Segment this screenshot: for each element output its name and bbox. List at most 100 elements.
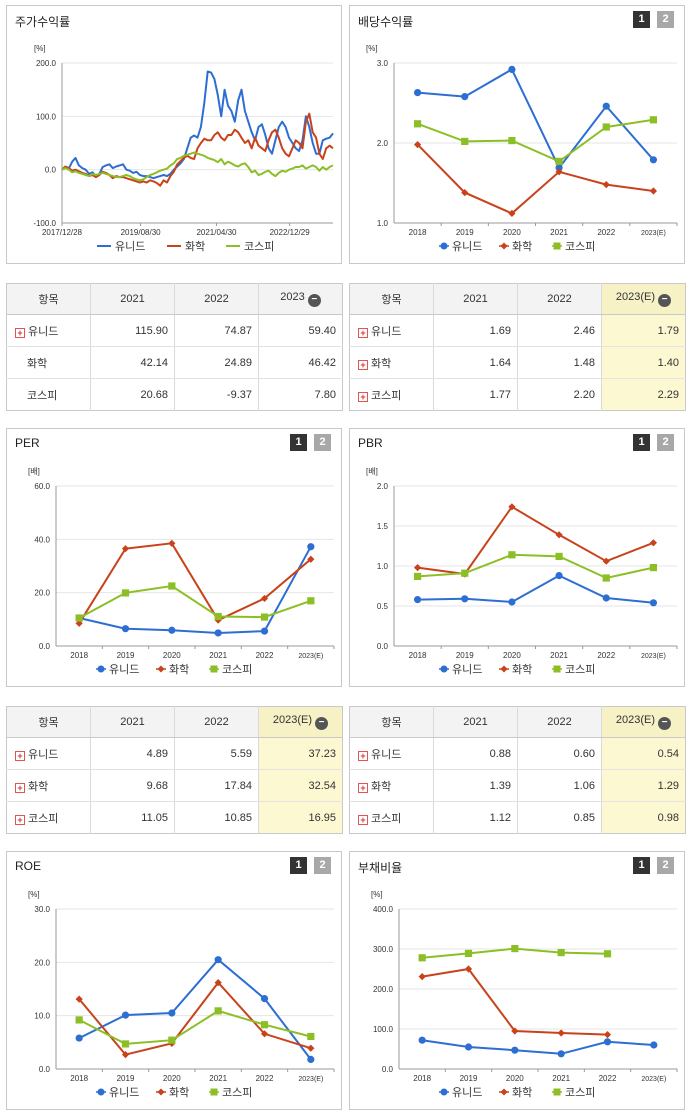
row-name-cell[interactable]: + 화학 xyxy=(6,769,91,802)
data-point xyxy=(214,612,222,621)
expand-icon[interactable]: + xyxy=(15,782,25,793)
table-row: + 유니드 4.89 5.59 37.23 xyxy=(6,737,343,770)
data-point xyxy=(602,574,610,582)
page-2-button[interactable]: 2 xyxy=(314,857,331,874)
y-tick-label: 0.5 xyxy=(377,602,389,611)
data-point xyxy=(511,945,519,953)
table-cell: 0.88 xyxy=(433,737,518,770)
legend-label: 유니드 xyxy=(452,240,482,253)
data-point xyxy=(603,950,612,958)
legend-marker xyxy=(500,1088,508,1096)
per-table: 항목 2021 2022 2023(E) − + 유니드 4.89 5.59 37.23 + 화학 9.… xyxy=(6,706,343,834)
expand-icon[interactable]: + xyxy=(358,359,368,370)
table-header-label: 2023(E) xyxy=(615,714,656,726)
data-point xyxy=(418,1036,426,1044)
row-name-cell[interactable]: + 유니드 xyxy=(6,737,91,770)
y-tick-label: 100.0 xyxy=(373,1025,394,1034)
table-cell: 17.84 xyxy=(174,769,259,802)
x-tick-label: 2022/12/29 xyxy=(270,228,311,237)
y-tick-label: 1.5 xyxy=(377,522,389,531)
table-cell: -9.37 xyxy=(174,378,259,411)
page-2-button[interactable]: 2 xyxy=(657,434,674,451)
x-tick-label: 2019 xyxy=(460,1074,478,1083)
table-cell: 115.90 xyxy=(90,314,175,347)
data-point xyxy=(461,93,469,101)
expand-icon[interactable]: + xyxy=(15,814,25,825)
data-point xyxy=(555,157,563,165)
table-header: 2022 xyxy=(174,283,259,315)
table-header: 항목 xyxy=(6,283,91,315)
legend-label: 유니드 xyxy=(109,663,139,676)
row-name-cell[interactable]: + 유니드 xyxy=(6,314,91,347)
table-header-label: 항목 xyxy=(38,294,59,306)
expand-icon[interactable]: + xyxy=(358,814,368,825)
y-tick-label: 30.0 xyxy=(34,905,50,914)
table-row: + 유니드 115.90 74.87 59.40 xyxy=(6,314,343,347)
x-tick-label: 2019 xyxy=(117,1074,135,1083)
series-line-1 xyxy=(61,112,334,187)
expand-icon[interactable]: + xyxy=(358,327,368,338)
table-cell: 24.89 xyxy=(174,346,259,379)
expand-icon[interactable]: + xyxy=(358,750,368,761)
row-name-cell[interactable]: + 코스피 xyxy=(349,378,434,411)
series-line-0 xyxy=(422,1039,654,1055)
page-2-button[interactable]: 2 xyxy=(314,434,331,451)
y-tick-label: 0.0 xyxy=(45,166,57,175)
expand-icon[interactable]: + xyxy=(358,391,368,402)
legend-marker xyxy=(553,242,561,250)
data-point xyxy=(260,594,269,603)
page-1-button[interactable]: 1 xyxy=(633,11,650,28)
data-point xyxy=(121,1051,130,1059)
y-tick-label: 300.0 xyxy=(373,945,394,954)
series-line-1 xyxy=(417,505,654,576)
collapse-icon[interactable]: − xyxy=(307,294,321,307)
expand-icon[interactable]: + xyxy=(358,782,368,793)
collapse-icon[interactable]: − xyxy=(315,717,329,730)
page-1-button[interactable]: 1 xyxy=(633,857,650,874)
legend-label: 유니드 xyxy=(452,1086,482,1099)
table-cell: 2.20 xyxy=(517,378,602,411)
row-name-cell[interactable]: + 유니드 xyxy=(349,314,434,347)
x-tick-label: 2021 xyxy=(552,1074,570,1083)
row-name-cell[interactable]: + 유니드 xyxy=(349,737,434,770)
data-point xyxy=(413,120,422,128)
data-point xyxy=(508,65,516,73)
table-header-label: 2022 xyxy=(547,716,572,728)
data-point xyxy=(461,595,469,603)
y-tick-label: 0.0 xyxy=(377,642,389,651)
y-tick-label: 40.0 xyxy=(34,535,50,544)
page-2-button[interactable]: 2 xyxy=(657,857,674,874)
data-point xyxy=(602,123,610,131)
legend-label: 유니드 xyxy=(452,663,482,676)
y-unit-label: [%] xyxy=(34,44,46,53)
table-header: 2023(E) − xyxy=(601,706,686,738)
data-point xyxy=(214,629,222,637)
table-header-label: 2023 xyxy=(280,291,305,303)
row-name: 유니드 xyxy=(371,325,402,338)
collapse-icon[interactable]: − xyxy=(658,717,672,730)
y-unit-label: [%] xyxy=(371,890,383,899)
debt-chart-svg: [%] 400.0 300.0 200.0 100.0 0.0 2018 2019 2020 20… xyxy=(371,890,678,1099)
expand-icon[interactable]: + xyxy=(15,327,25,338)
legend-marker xyxy=(440,1088,448,1096)
y-tick-label: 10.0 xyxy=(34,1012,50,1021)
data-point xyxy=(121,625,130,633)
x-tick-label: 2021 xyxy=(209,1074,227,1083)
row-name-cell[interactable]: + 화학 xyxy=(349,769,434,802)
expand-icon[interactable]: + xyxy=(15,750,25,761)
data-point xyxy=(649,187,658,195)
page-1-button[interactable]: 1 xyxy=(633,434,650,451)
row-name-cell[interactable]: + 코스피 xyxy=(6,801,91,834)
data-point xyxy=(464,1043,473,1051)
row-name-cell[interactable]: + 화학 xyxy=(349,346,434,379)
row-name-cell[interactable]: + 코스피 xyxy=(349,801,434,834)
x-tick-label: 2023(E) xyxy=(641,230,666,237)
page-1-button[interactable]: 1 xyxy=(290,434,307,451)
collapse-icon[interactable]: − xyxy=(658,294,672,307)
legend-label: 화학 xyxy=(169,663,189,676)
page-2-button[interactable]: 2 xyxy=(657,11,674,28)
page-1-button[interactable]: 1 xyxy=(290,857,307,874)
pbr-chart-svg: [배] 2.0 1.5 1.0 0.5 0.0 2018 2019 2020 2021 2022 20… xyxy=(366,467,678,676)
table-cell: 0.85 xyxy=(517,801,602,834)
table-header: 2022 xyxy=(517,706,602,738)
